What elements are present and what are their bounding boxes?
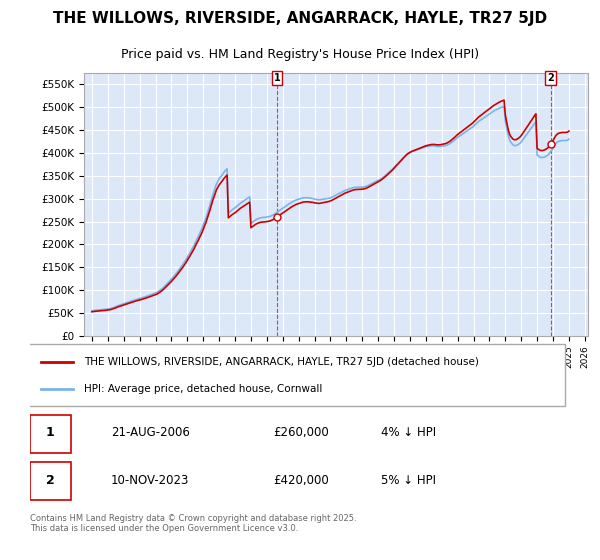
Text: 2: 2: [547, 73, 554, 83]
FancyBboxPatch shape: [30, 462, 71, 500]
Text: 10-NOV-2023: 10-NOV-2023: [111, 474, 190, 487]
Text: 1: 1: [46, 426, 55, 439]
Text: Price paid vs. HM Land Registry's House Price Index (HPI): Price paid vs. HM Land Registry's House …: [121, 48, 479, 61]
FancyBboxPatch shape: [30, 414, 71, 452]
Text: 5% ↓ HPI: 5% ↓ HPI: [381, 474, 436, 487]
FancyBboxPatch shape: [25, 344, 565, 406]
Text: THE WILLOWS, RIVERSIDE, ANGARRACK, HAYLE, TR27 5JD: THE WILLOWS, RIVERSIDE, ANGARRACK, HAYLE…: [53, 11, 547, 26]
Text: 21-AUG-2006: 21-AUG-2006: [111, 426, 190, 439]
Text: £260,000: £260,000: [273, 426, 329, 439]
Text: 4% ↓ HPI: 4% ↓ HPI: [381, 426, 436, 439]
Text: 2: 2: [46, 474, 55, 487]
Text: THE WILLOWS, RIVERSIDE, ANGARRACK, HAYLE, TR27 5JD (detached house): THE WILLOWS, RIVERSIDE, ANGARRACK, HAYLE…: [84, 357, 479, 367]
Text: £420,000: £420,000: [273, 474, 329, 487]
Text: HPI: Average price, detached house, Cornwall: HPI: Average price, detached house, Corn…: [84, 384, 322, 394]
Text: 1: 1: [274, 73, 280, 83]
Text: Contains HM Land Registry data © Crown copyright and database right 2025.
This d: Contains HM Land Registry data © Crown c…: [30, 514, 356, 534]
